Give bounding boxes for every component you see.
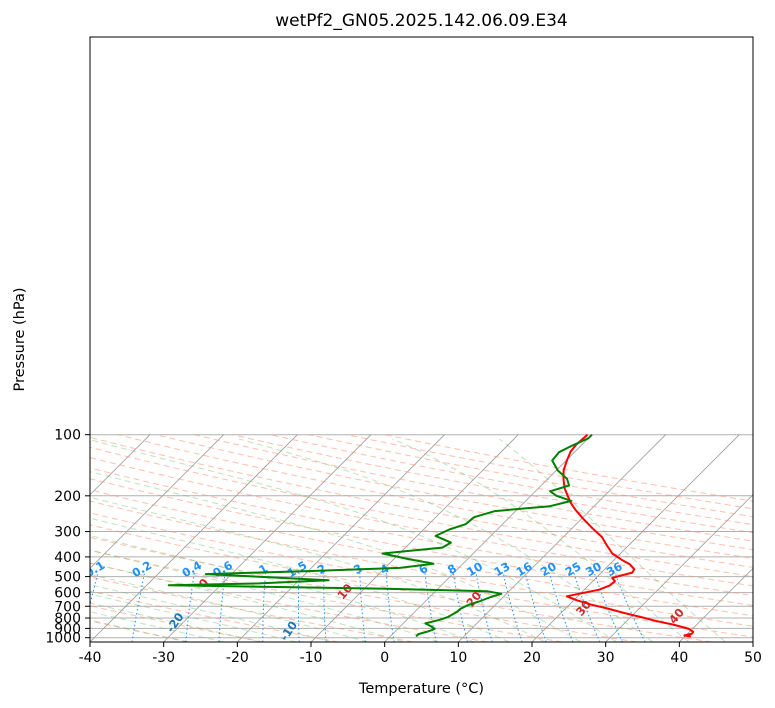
- moist-adiabat-line: [499, 438, 726, 642]
- x-tick-label: -20: [226, 650, 249, 666]
- mixing-ratio-line: [185, 572, 195, 642]
- moist-adiabat-line: [90, 573, 368, 642]
- x-axis-label: Temperature (°C): [358, 681, 484, 697]
- isotherm-line: [90, 434, 298, 642]
- dry-adiabat-line: [90, 576, 413, 642]
- moist-adiabat-line: [90, 471, 582, 642]
- dry-adiabat-line: [90, 536, 638, 642]
- y-tick-label: 700: [54, 599, 81, 615]
- mixing-ratio-line: [524, 572, 547, 642]
- temperature-line: [562, 433, 695, 638]
- moist-adiabat-line: [90, 439, 617, 642]
- mixing-ratio-label: 30: [583, 559, 604, 579]
- moist-adiabat-line: [90, 562, 404, 642]
- isotherm-line: [605, 494, 753, 642]
- mixing-ratio-line: [385, 572, 395, 642]
- moist-adiabat-line: [392, 438, 690, 642]
- line-labels: 0.10.20.40.611.52346810131620253036-100-…: [90, 558, 687, 642]
- plot-background: [90, 37, 753, 642]
- dry-adiabat-line: [90, 489, 753, 617]
- dry-adiabat-line: [90, 436, 753, 568]
- isotherm-line: [163, 434, 372, 642]
- mixing-ratio-line: [502, 572, 523, 642]
- dry-adiabat-line: [90, 562, 488, 642]
- moist-adiabat-line: [90, 535, 475, 642]
- mixing-ratio-label: 36: [604, 559, 625, 579]
- profile-series: [167, 433, 695, 638]
- y-tick-label: 800: [54, 611, 81, 627]
- x-tick-label: -10: [300, 650, 323, 666]
- x-tick-label: -30: [152, 650, 175, 666]
- y-tick-label: 600: [54, 586, 81, 602]
- mixing-ratio-line: [218, 572, 226, 642]
- y-tick-label: 1000: [45, 631, 81, 647]
- y-tick-label: 100: [54, 428, 81, 444]
- moist-adiabat-line: [90, 602, 261, 642]
- plot-frame: [89, 36, 754, 643]
- chart-title: wetPf2_GN05.2025.142.06.09.E34: [275, 11, 567, 31]
- isotherm-line: [310, 434, 519, 642]
- moist-adiabat-line: [90, 549, 439, 642]
- x-tick-label: 10: [449, 650, 467, 666]
- y-tick-label: 500: [54, 570, 81, 586]
- isotherm-line: [237, 434, 445, 642]
- x-tick-label: 50: [744, 650, 762, 666]
- dry-adiabat-line: [117, 434, 753, 559]
- mixing-ratio-line: [452, 572, 468, 642]
- mixing-ratio-label: 16: [514, 559, 535, 579]
- mixing-ratio-label: 10: [464, 559, 485, 579]
- dry-adiabat-line: [270, 434, 753, 526]
- y-tick-label: 900: [54, 621, 81, 637]
- moist-adiabat-line: [238, 438, 654, 642]
- y-tick-label: 200: [54, 489, 81, 505]
- x-tick-label: 30: [597, 650, 615, 666]
- mixing-ratio-label: 13: [492, 559, 513, 579]
- mixing-ratio-line: [131, 572, 145, 642]
- mixing-ratio-line: [424, 572, 437, 642]
- x-tick-label: 0: [380, 650, 389, 666]
- dry-adiabat-line: [156, 434, 753, 551]
- mixing-ratio-line: [475, 572, 493, 642]
- dry-adiabat-line: [308, 434, 753, 518]
- y-tick-label: 300: [54, 525, 81, 541]
- y-tick-label: 400: [54, 550, 81, 566]
- axis-ticks: -40 -30 -20 -10 0 10 20 30 40 50 100 200 300 400 50060…: [45, 428, 762, 666]
- mixing-ratio-line: [614, 572, 646, 642]
- x-tick-label: 20: [523, 650, 541, 666]
- dry-adiabat-line: [346, 434, 753, 510]
- x-tick-label: 40: [670, 650, 688, 666]
- mixing-ratio-label: 20: [538, 559, 559, 579]
- dry-adiabat-line: [90, 500, 753, 627]
- mixing-ratio-line: [323, 573, 327, 642]
- isotherm-line: [458, 434, 666, 642]
- mixing-ratio-line: [548, 572, 574, 642]
- y-axis-label: Pressure (hPa): [12, 287, 28, 391]
- dry-adiabat-line: [90, 456, 753, 587]
- mixing-ratio-label: 25: [563, 559, 584, 579]
- dewpoint-line: [167, 433, 593, 638]
- dry-adiabat-line: [90, 549, 563, 642]
- isotherm-line: [679, 567, 753, 642]
- dry-adiabat-line: [90, 524, 712, 642]
- mixing-ratio-line: [298, 572, 300, 642]
- isotherm-line: [90, 434, 151, 496]
- moist-adiabat-line: [90, 611, 225, 642]
- isotherm-line: [90, 434, 224, 569]
- dry-adiabat-line: [90, 446, 753, 578]
- mixing-ratio-line: [593, 572, 623, 642]
- dry-adiabat-line: [90, 512, 753, 638]
- x-tick-label: -40: [79, 650, 102, 666]
- mixing-ratio-line: [573, 572, 601, 642]
- mixing-ratio-line: [262, 572, 266, 642]
